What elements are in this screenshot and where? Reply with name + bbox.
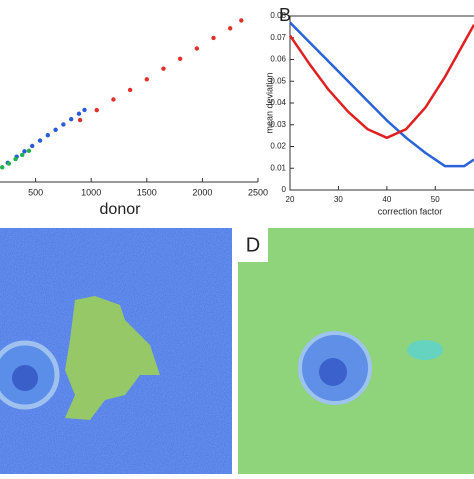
y-tick-label: 0.04 [270,98,286,107]
point [194,46,200,51]
point [37,138,43,143]
point [144,77,149,82]
point [53,127,58,133]
y-tick-label: 0.08 [270,11,286,20]
x-axis-label: correction factor [378,206,443,216]
point [45,133,51,138]
point [211,35,216,41]
point [111,97,116,102]
point [161,66,166,71]
y-axis-label: mean deviation [264,72,274,133]
point [30,143,35,149]
image-c [0,228,232,474]
x-tick-label: 2000 [192,187,212,197]
line [288,24,474,140]
point [13,156,18,162]
panel-label: B [279,5,291,25]
point [68,116,74,122]
point [82,107,87,113]
point [26,148,32,154]
x-tick-label: 1000 [81,187,101,197]
point [76,111,82,116]
point [22,149,27,154]
x-tick-label: 2500 [248,187,268,197]
plot-frame [289,15,474,191]
x-tick-label: 20 [286,195,295,204]
point [127,87,133,93]
y-tick-label: 0.05 [270,76,286,85]
x-axis-label: donor [100,201,142,218]
line [289,21,474,168]
y-tick-label: 0.02 [270,142,286,151]
point [94,107,99,113]
x-tick-label: 30 [334,195,343,204]
point [61,122,66,127]
y-tick-label: 0.06 [270,55,286,64]
point [227,26,233,31]
y-tick-label: 0.07 [270,33,286,42]
point [20,152,25,158]
point [6,161,12,166]
y-tick-label: 0 [282,185,287,194]
point [177,56,183,61]
x-tick-label: 40 [382,195,391,204]
panel-label: D [246,234,260,256]
x-tick-label: 50 [431,195,440,204]
point [239,18,244,23]
x-tick-label: 1500 [137,187,157,197]
y-tick-label: 0.03 [270,120,286,129]
point [0,165,5,170]
y-tick-label: 0.01 [270,163,286,172]
image-d: D [238,228,474,474]
point [77,117,83,123]
x-tick-label: 500 [28,187,43,197]
